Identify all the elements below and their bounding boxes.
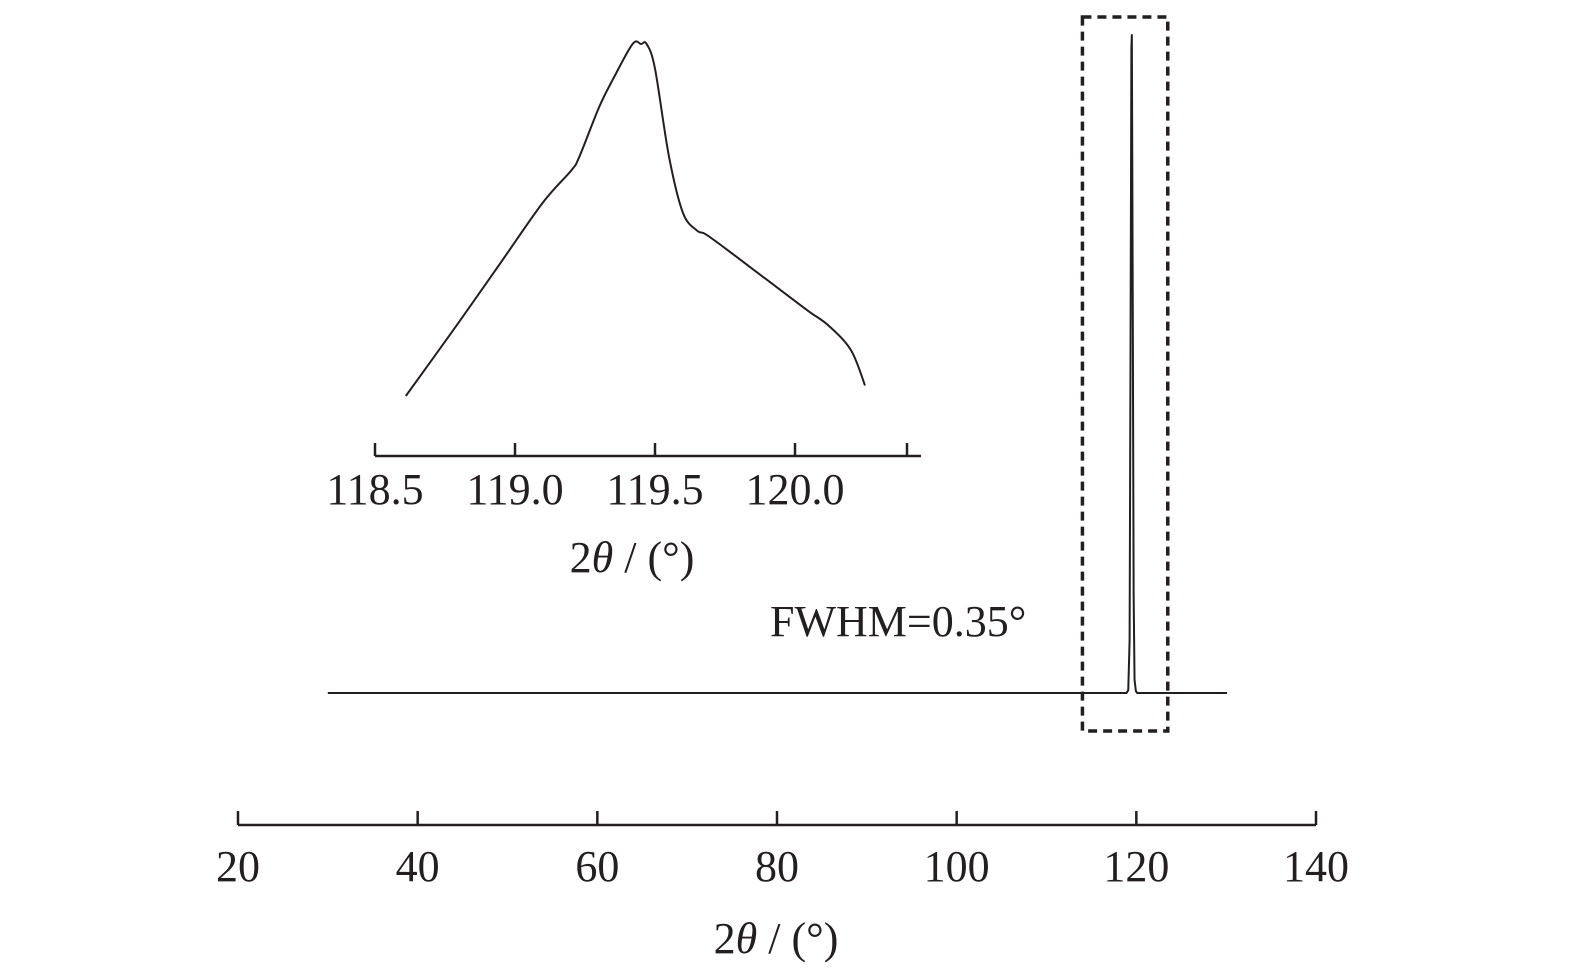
inset-x-axis-title: 2θ / (°) xyxy=(570,533,695,582)
main-x-ticks: 20 40 60 80 100 120 140 xyxy=(216,811,1349,891)
main-x-tick-label: 120 xyxy=(1103,842,1169,891)
main-x-axis-title: 2θ / (°) xyxy=(714,914,839,963)
fwhm-annotation: FWHM=0.35° xyxy=(770,597,1026,646)
zoom-region-box xyxy=(1080,15,1170,733)
inset-x-tick-label: 120.0 xyxy=(746,465,845,514)
main-x-tick-label: 60 xyxy=(575,842,619,891)
inset-x-tick-label: 119.5 xyxy=(606,465,703,514)
main-x-tick-label: 20 xyxy=(216,842,260,891)
main-x-tick-label: 40 xyxy=(396,842,440,891)
main-x-tick-label: 100 xyxy=(924,842,990,891)
main-x-tick-label: 140 xyxy=(1283,842,1349,891)
inset-x-tick-label: 119.0 xyxy=(466,465,563,514)
inset-series-line xyxy=(404,40,866,397)
inset-x-ticks: 118.5 119.0 119.5 120.0 xyxy=(326,443,909,514)
inset-chart: 118.5 119.0 119.5 120.0 2θ / (°) xyxy=(326,40,921,582)
main-series-line xyxy=(327,34,1228,694)
inset-x-tick-label: 118.5 xyxy=(326,465,423,514)
main-x-tick-label: 80 xyxy=(755,842,799,891)
main-chart: 20 40 60 80 100 120 140 2θ / (°) FWHM=0.35° xyxy=(216,15,1349,963)
